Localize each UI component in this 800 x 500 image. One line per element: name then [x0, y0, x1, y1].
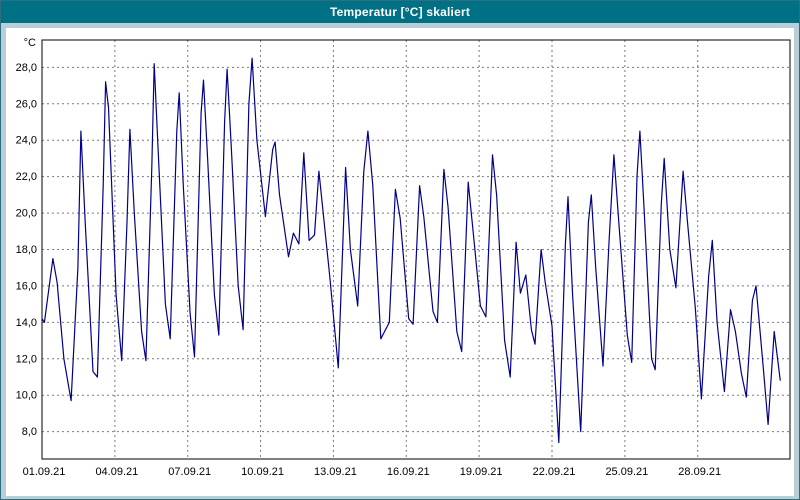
window-titlebar: Temperatur [°C] skaliert — [1, 1, 799, 23]
x-tick-label: 13.09.21 — [314, 466, 357, 478]
x-tick-label: 16.09.21 — [387, 466, 430, 478]
y-axis-unit-label: °C — [24, 37, 36, 49]
x-tick-label: 10.09.21 — [241, 466, 284, 478]
y-tick-label: 20,0 — [16, 208, 37, 220]
y-tick-label: 18,0 — [16, 244, 37, 256]
x-tick-label: 25.09.21 — [605, 466, 648, 478]
chart-panel: 8,0 10,0 12,0 14,0 16,0 18,0 20,0 22,0 24,0 26,0 2… — [6, 28, 794, 496]
temperature-line-chart: 8,0 10,0 12,0 14,0 16,0 18,0 20,0 22,0 24,0 26,0 2… — [6, 28, 794, 496]
y-tick-label: 16,0 — [16, 280, 37, 292]
y-tick-label: 8,0 — [22, 426, 37, 438]
y-tick-label: 12,0 — [16, 353, 37, 365]
y-tick-label: 22,0 — [16, 171, 37, 183]
y-tick-label: 28,0 — [16, 62, 37, 74]
plot-border — [41, 39, 791, 460]
y-tick-label: 26,0 — [16, 98, 37, 110]
plot-background — [6, 28, 794, 496]
x-tick-label: 07.09.21 — [168, 466, 211, 478]
y-tick-label: 24,0 — [16, 135, 37, 147]
temperature-series-line — [41, 57, 781, 444]
x-tick-label: 04.09.21 — [95, 466, 138, 478]
y-tick-label: 14,0 — [16, 317, 37, 329]
x-tick-label: 28.09.21 — [678, 466, 721, 478]
y-tick-label: 10,0 — [16, 390, 37, 402]
x-tick-label: 01.09.21 — [23, 466, 66, 478]
x-tick-label: 22.09.21 — [533, 466, 576, 478]
window-title: Temperatur [°C] skaliert — [329, 5, 471, 19]
x-tick-label: 19.09.21 — [460, 466, 503, 478]
